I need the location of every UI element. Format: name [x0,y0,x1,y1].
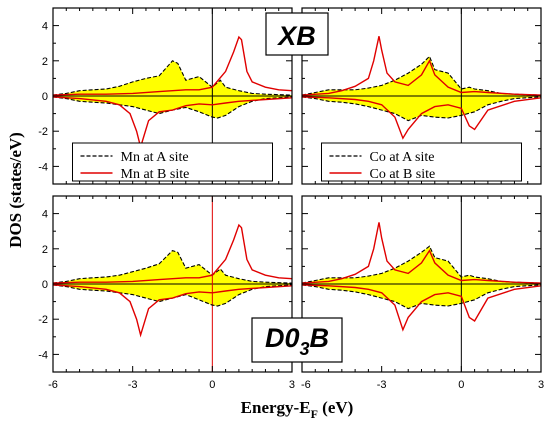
x-axis-title-sub: F [311,407,318,421]
y-axis-title: DOS (states/eV) [6,132,25,248]
y-tick-label: 0 [42,279,48,291]
y-tick-label: -4 [38,349,48,361]
plot-area [53,8,292,184]
series-fill-up-0 [53,60,292,96]
tag-d03b-text: D03B [265,323,329,359]
x-tick-label: -3 [128,379,138,391]
y-tick-label: 4 [42,209,48,221]
series-line-a-site-down [302,284,541,310]
x-tick-label: -3 [377,379,387,391]
x-tick-label: 0 [209,379,215,391]
series-line-b-site-up [53,35,292,96]
legend: Co at A site Co at B site [321,142,522,182]
series-line-b-site-down [302,284,541,332]
y-tick-label: -2 [38,314,48,326]
legend-box [72,142,273,182]
series-fill-down-1 [302,96,541,121]
legend-label: Mn at B site [121,167,190,182]
plot-area [53,196,292,372]
x-tick-label: 3 [538,379,544,391]
x-tick-label: 3 [289,379,295,391]
x-axis-title-main: Energy-E [241,398,311,417]
legend-label: Co at A site [370,150,435,165]
tag-xb-box [265,12,329,56]
tag-d03b-end: B [310,323,330,353]
legend-box [321,142,522,182]
panel-top-right: Co at A site Co at B site [301,7,542,185]
series-fill-down-1 [302,284,541,309]
tag-d03b-sub: 3 [300,339,310,359]
series-line-b-site-up [302,222,541,284]
series-line-a-site-down [302,96,541,122]
series-fill-up-0 [302,246,541,284]
series-line-b-site-down [53,96,292,150]
tag-xb-text: XB [276,21,316,51]
y-tick-label: -4 [38,161,48,173]
plot-area [302,8,541,184]
tag-d03b: D03B [251,317,343,363]
legend-label: Co at B site [370,167,436,182]
series-line-b-site-up [53,223,292,284]
x-axis-title: Energy-EF (eV) [241,398,354,421]
panel-top-left: -4 -2 0 2 4 Mn at A site Mn at B site [38,7,293,185]
panels-layer: -4 -2 0 2 4 Mn at A site Mn at B site Co at A s… [38,7,544,391]
y-tick-label: 4 [42,21,48,33]
panel-bottom-left: -4 -2 0 2 4 -6 -3 0 3 [38,195,295,391]
series-fill-up-0 [53,250,292,284]
x-tick-label: 0 [458,379,464,391]
overlay-layer: DOS (states/eV) Energy-EF (eV) XB D03B [6,12,354,421]
panel-bottom-right: -6 -3 0 3 [301,195,544,391]
tag-d03b-main: D0 [265,323,300,353]
y-tick-label: 2 [42,56,48,68]
legend-label: Mn at A site [121,150,189,165]
x-tick-label: -6 [301,379,311,391]
series-line-a-site-up [53,60,292,96]
tag-xb: XB [265,12,329,56]
y-tick-label: 2 [42,244,48,256]
plot-area [302,196,541,372]
x-tick-label: -6 [48,379,58,391]
series-line-b-site-down [302,96,541,140]
y-tick-label: -2 [38,126,48,138]
series-line-b-site-up [302,36,541,96]
series-fill-up-0 [302,56,541,96]
series-line-b-site-down [53,284,292,338]
y-tick-label: 0 [42,91,48,103]
x-axis-title-unit: (eV) [318,398,353,417]
series-line-a-site-up [53,249,292,284]
legend: Mn at A site Mn at B site [72,142,273,182]
tag-d03b-box [251,317,343,363]
